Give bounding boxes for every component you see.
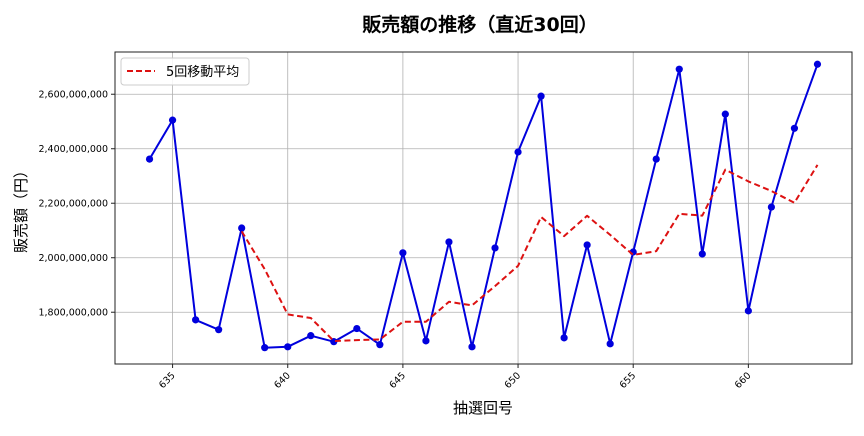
legend: 5回移動平均 — [120, 57, 250, 86]
x-tick-label: 635 — [157, 370, 178, 391]
data-point-marker — [192, 316, 200, 324]
data-point-marker — [514, 148, 522, 156]
data-point-marker — [422, 337, 430, 345]
data-point-marker — [376, 341, 384, 349]
data-point-marker — [353, 324, 361, 333]
x-tick-label: 655 — [618, 370, 639, 391]
data-point-marker — [238, 224, 246, 232]
data-point-marker — [468, 343, 476, 351]
data-point-marker — [145, 155, 154, 163]
moving-average-line — [240, 164, 819, 342]
data-point-marker — [307, 332, 315, 340]
chart-title: 販売額の推移（直近30回） — [362, 13, 597, 36]
y-tick-label: 2,000,000,000 — [38, 253, 108, 264]
x-tick-label: 660 — [733, 370, 754, 391]
y-axis-label: 販売額（円） — [12, 163, 30, 253]
data-point-marker — [168, 116, 177, 124]
data-point-marker — [813, 60, 822, 68]
x-tick-label: 640 — [272, 370, 293, 391]
data-point-marker — [606, 340, 614, 348]
grid-lines — [115, 52, 852, 364]
data-point-marker — [744, 307, 752, 315]
legend-label-moving-average: 5回移動平均 — [166, 65, 239, 80]
data-point-marker — [675, 65, 683, 73]
data-point-marker — [261, 344, 269, 352]
y-tick-label: 1,800,000,000 — [38, 308, 108, 319]
x-axis-label: 抽選回号 — [453, 399, 513, 417]
data-point-marker — [445, 238, 453, 246]
y-axis-ticks: 1,800,000,000 2,000,000,000 2,200,000,000 2… — [38, 90, 115, 319]
legend-box — [120, 57, 250, 86]
y-tick-label: 2,600,000,000 — [38, 90, 108, 101]
data-point-marker — [491, 244, 499, 252]
data-point-marker — [698, 250, 706, 258]
data-point-marker — [652, 155, 660, 163]
x-tick-label: 645 — [387, 370, 408, 391]
data-point-marker — [767, 203, 775, 211]
data-point-marker — [537, 92, 545, 100]
data-point-marker — [560, 334, 568, 342]
y-tick-label: 2,200,000,000 — [38, 199, 108, 210]
data-point-marker — [330, 338, 338, 346]
data-point-marker — [583, 241, 591, 249]
y-tick-label: 2,400,000,000 — [38, 144, 108, 155]
sales-line — [148, 63, 819, 349]
plot-area-frame — [114, 51, 853, 365]
x-tick-label: 650 — [503, 370, 524, 391]
x-axis-ticks: 635 640 645 650 655 660 — [157, 364, 753, 391]
data-point-marker — [284, 343, 292, 351]
data-point-marker — [215, 326, 223, 334]
data-point-marker — [721, 110, 729, 118]
series-layer — [145, 60, 822, 352]
data-point-marker — [399, 249, 407, 257]
data-point-marker — [790, 124, 799, 132]
